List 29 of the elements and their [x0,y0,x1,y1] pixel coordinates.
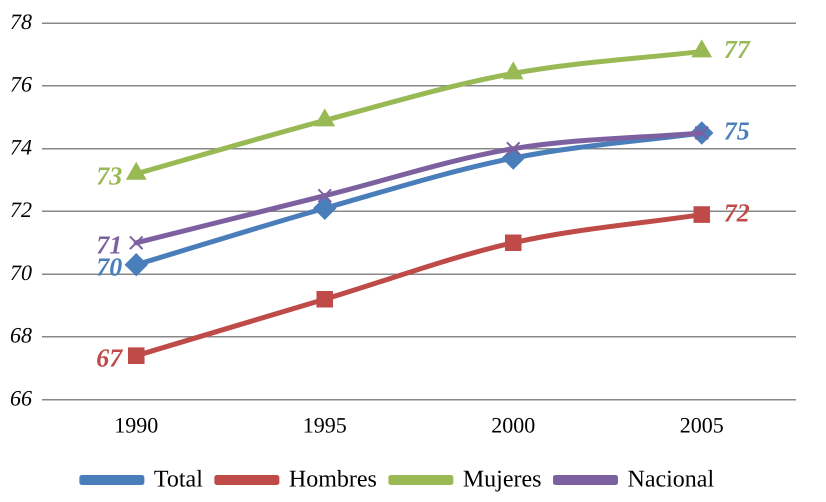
x-tick-label: 1995 [302,412,347,438]
x-tick-label: 1990 [114,412,158,438]
point [506,141,521,156]
x-tick-label: 2005 [680,412,724,438]
y-tick-label: 74 [10,134,32,160]
y-tick-label: 70 [10,260,32,285]
y-tick-label: 68 [10,322,32,348]
legend-label: Hombres [288,466,377,492]
data-label: 75 [724,116,750,146]
y-tick-label: 78 [10,8,32,34]
point [124,253,148,276]
y-tick-label: 76 [10,72,32,97]
data-label: 73 [96,161,122,190]
point [504,234,522,252]
point [693,206,710,223]
legend-label: Nacional [627,466,714,492]
point [313,196,336,220]
point [128,347,145,364]
data-label: 67 [96,343,124,372]
data-label: 71 [96,230,122,260]
point [128,235,144,250]
data-label: 77 [724,35,751,64]
point [316,290,334,308]
x-tick-label: 2000 [491,412,536,438]
y-tick-label: 66 [10,385,32,410]
legend-label: Total [154,466,204,492]
legend-label: Mujeres [462,466,542,492]
point [317,188,332,204]
y-tick-label: 72 [10,197,32,222]
